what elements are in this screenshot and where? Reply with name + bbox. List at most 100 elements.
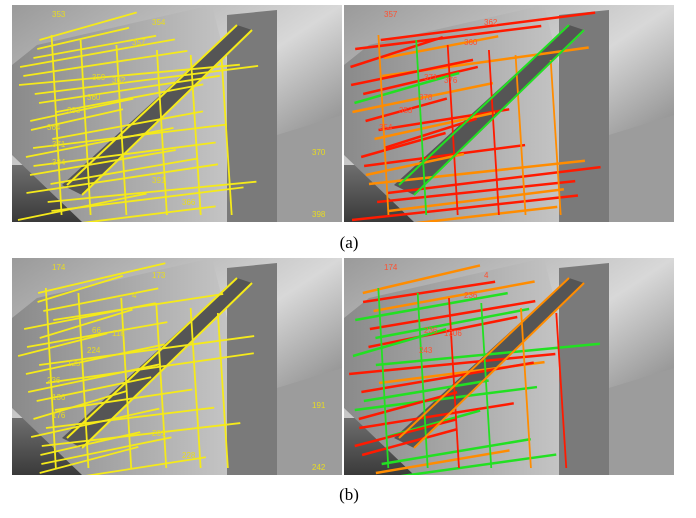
- detected-line: [400, 453, 557, 475]
- photo-panel: 174 4 236 236 1306 243: [344, 258, 674, 475]
- detected-line: [358, 391, 458, 421]
- line-label: 371: [424, 73, 438, 82]
- detected-line: [39, 446, 139, 474]
- photo-panel: 357 362 360 371 376 378 353 354: [344, 5, 674, 222]
- photo: 174 173 4 66 118 224 125 236 136 176 201 228 191 242: [12, 258, 342, 475]
- detected-line: [360, 131, 446, 159]
- detected-line: [381, 437, 531, 466]
- line-label: 191: [312, 401, 326, 410]
- detected-line: [34, 64, 259, 95]
- line-label: 384: [52, 158, 66, 167]
- detected-line: [39, 335, 255, 366]
- detected-line: [351, 194, 579, 222]
- detected-line: [41, 422, 241, 447]
- tower: [559, 10, 609, 222]
- line-label: 236: [464, 291, 478, 300]
- line-label: 125: [67, 359, 81, 368]
- tower: [559, 263, 609, 475]
- detected-line: [26, 321, 168, 348]
- line-label: 236: [47, 376, 61, 385]
- line-label: 362: [484, 18, 498, 27]
- line-label: 360: [87, 93, 101, 102]
- detected-line: [376, 179, 576, 204]
- detected-line: [37, 262, 166, 294]
- line-label: 228: [182, 451, 196, 460]
- line-label: 354: [152, 18, 166, 27]
- detected-line: [46, 352, 254, 384]
- stairs: [394, 25, 584, 195]
- detected-line: [480, 302, 493, 469]
- detected-line: [375, 449, 510, 475]
- detected-line: [373, 280, 535, 313]
- line-label: 66: [92, 326, 101, 335]
- detected-line: [27, 363, 161, 393]
- line-label: 370: [312, 148, 326, 157]
- detected-line: [29, 149, 176, 176]
- detected-line: [19, 38, 176, 68]
- detected-line: [398, 24, 570, 186]
- detected-line: [25, 127, 174, 158]
- line-label: 224: [87, 346, 101, 355]
- detected-line: [30, 407, 160, 438]
- detected-line: [354, 71, 460, 105]
- detected-line: [398, 277, 570, 439]
- annex: [277, 115, 342, 222]
- detected-line: [549, 59, 562, 216]
- line-label: 393: [67, 106, 81, 115]
- detected-line: [17, 332, 108, 357]
- detected-line: [45, 406, 215, 429]
- line-label: 354: [379, 123, 393, 132]
- detected-line: [115, 44, 128, 216]
- detected-line: [18, 63, 240, 86]
- detected-line: [350, 58, 474, 87]
- wall: [12, 258, 227, 475]
- detected-line: [189, 54, 202, 216]
- detected-line: [446, 44, 459, 216]
- detected-line: [380, 11, 596, 42]
- line-label: 136: [52, 393, 66, 402]
- detected-line: [39, 11, 137, 41]
- detected-line: [33, 34, 157, 59]
- detected-line: [85, 456, 206, 475]
- detected-line: [361, 361, 534, 394]
- line-label: 353: [52, 10, 66, 19]
- detected-line: [56, 83, 204, 113]
- detected-line: [26, 163, 219, 194]
- photo: 353 354 357 359 362 360 393 364 371 384 391 366 370 3…: [12, 5, 342, 222]
- photo-panel: 174 173 4 66 118 224 125 236 136 176 201 228 191 242: [12, 258, 342, 475]
- line-label: 364: [47, 123, 61, 132]
- line-label: 174: [384, 263, 398, 272]
- detected-line: [25, 343, 165, 375]
- line-label: 391: [152, 176, 166, 185]
- detected-line: [514, 54, 527, 216]
- detected-line: [365, 152, 465, 177]
- photo: 174 4 236 236 1306 243: [344, 258, 674, 475]
- detected-line: [362, 280, 496, 304]
- detected-line: [413, 282, 585, 449]
- annex: [609, 368, 674, 475]
- line-label: 173: [152, 271, 166, 280]
- line-label: 4: [484, 271, 489, 280]
- detected-line: [377, 34, 390, 216]
- tower: [227, 10, 277, 222]
- line-label: 360: [464, 38, 478, 47]
- detected-line: [369, 299, 536, 331]
- line-label: 357: [132, 38, 146, 47]
- line-label: 353: [399, 106, 413, 115]
- line-label: 357: [384, 10, 398, 19]
- annex: [609, 115, 674, 222]
- line-label: 1306: [444, 329, 462, 338]
- detected-line: [388, 188, 565, 213]
- stairs: [394, 278, 584, 448]
- photo-panel: 353 354 357 359 362 360 393 364 371 384 391 366 370 3…: [12, 5, 342, 222]
- detected-line: [220, 59, 233, 216]
- detected-line: [66, 24, 238, 186]
- line-label: 118: [112, 329, 125, 338]
- annex: [277, 368, 342, 475]
- detected-line: [77, 292, 90, 469]
- line-label: 236: [424, 326, 438, 335]
- detected-line: [37, 275, 124, 303]
- detected-line: [350, 36, 444, 69]
- detected-line: [363, 143, 526, 168]
- detected-line: [30, 97, 134, 122]
